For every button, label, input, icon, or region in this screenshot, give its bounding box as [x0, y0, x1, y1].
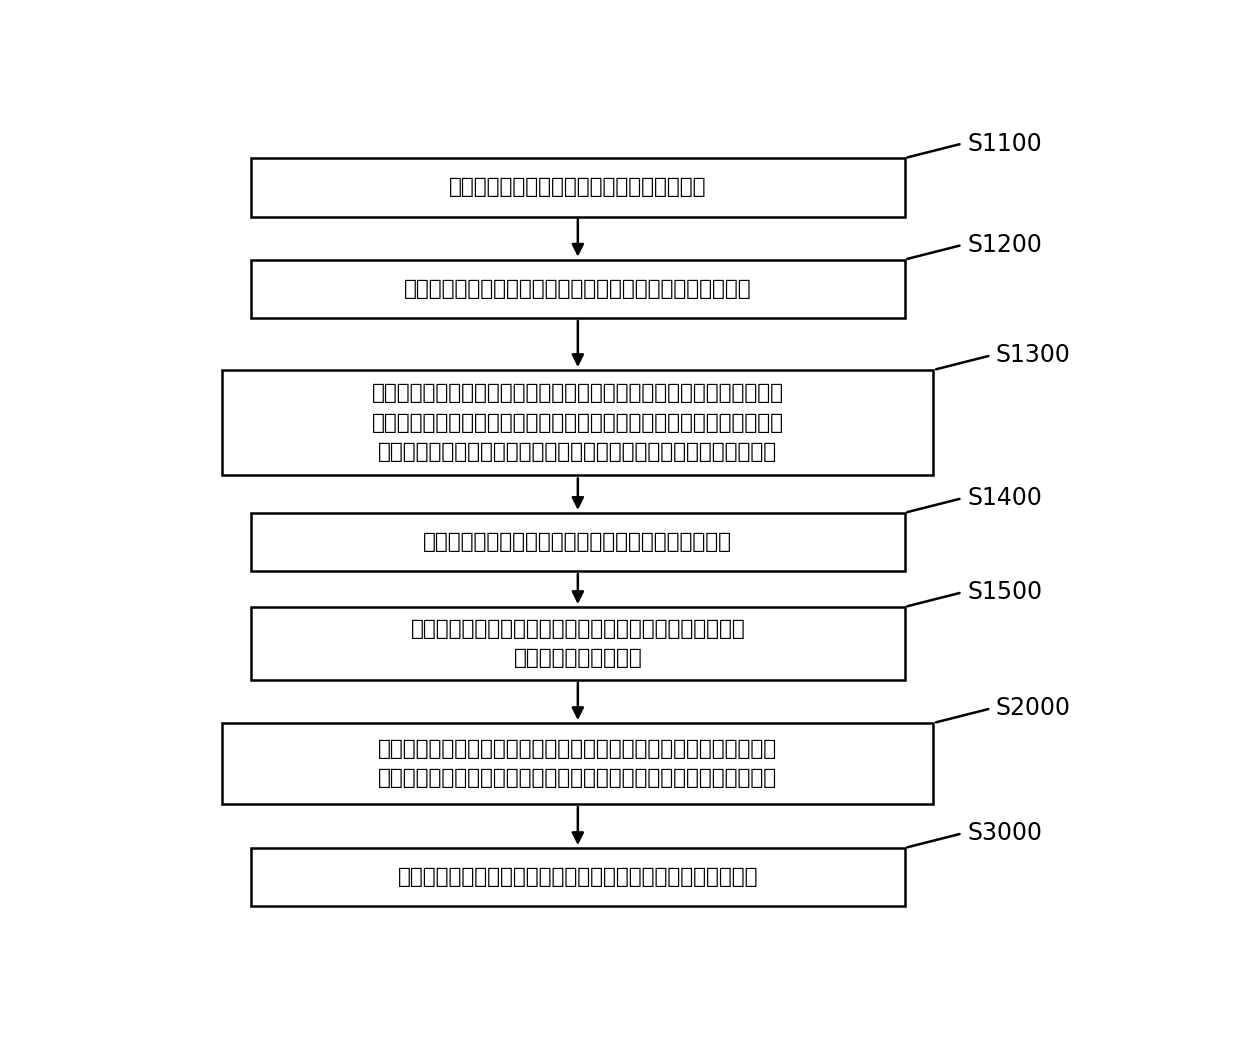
Text: 第一处理组件判断是否需要外置闪光光源补光: 第一处理组件判断是否需要外置闪光光源补光	[449, 177, 707, 197]
Text: S3000: S3000	[967, 821, 1042, 845]
Text: S2000: S2000	[996, 697, 1071, 720]
Text: S1100: S1100	[967, 132, 1042, 156]
Text: S1300: S1300	[996, 344, 1071, 368]
Text: S1500: S1500	[967, 581, 1042, 604]
FancyBboxPatch shape	[250, 607, 905, 680]
Text: 第一处理组件当需要外置闪光光源补光时，根据预设的目标亮度参数控制
内置闪光光源和图像采集组件的工作状态，获取并记录光线状态信息和拍
摄状态信息，从而根据光线状态: 第一处理组件当需要外置闪光光源补光时，根据预设的目标亮度参数控制 内置闪光光源和…	[372, 383, 784, 463]
Text: 图像采集组件在闪光照明组件启动照明补光工作后启动拍摄工作: 图像采集组件在闪光照明组件启动照明补光工作后启动拍摄工作	[398, 867, 758, 887]
FancyBboxPatch shape	[222, 723, 934, 804]
Text: 信号发送组件发送外置补光启动触发信号至外置闪光光源，使得外置闪
光光源根据外置补光启动触发信号，在启动补光时间启动照明补光工作: 信号发送组件发送外置补光启动触发信号至外置闪光光源，使得外置闪 光光源根据外置补…	[378, 739, 777, 788]
FancyBboxPatch shape	[250, 158, 905, 216]
Text: 第一处理组件当不需要外置闪光光源补光时生成拍照触发信号: 第一处理组件当不需要外置闪光光源补光时生成拍照触发信号	[404, 279, 751, 298]
Text: 第一处理组件根据启动补光时间生成闪光启停控制指令: 第一处理组件根据启动补光时间生成闪光启停控制指令	[423, 532, 733, 552]
Text: 第一处理组件根据预设信号转换方式将闪光启停指令转换为
外置补光启动触发信号: 第一处理组件根据预设信号转换方式将闪光启停指令转换为 外置补光启动触发信号	[410, 619, 745, 668]
FancyBboxPatch shape	[250, 848, 905, 906]
Text: S1400: S1400	[967, 486, 1042, 510]
Text: S1200: S1200	[967, 233, 1042, 257]
FancyBboxPatch shape	[250, 513, 905, 571]
FancyBboxPatch shape	[250, 259, 905, 318]
FancyBboxPatch shape	[222, 370, 934, 475]
